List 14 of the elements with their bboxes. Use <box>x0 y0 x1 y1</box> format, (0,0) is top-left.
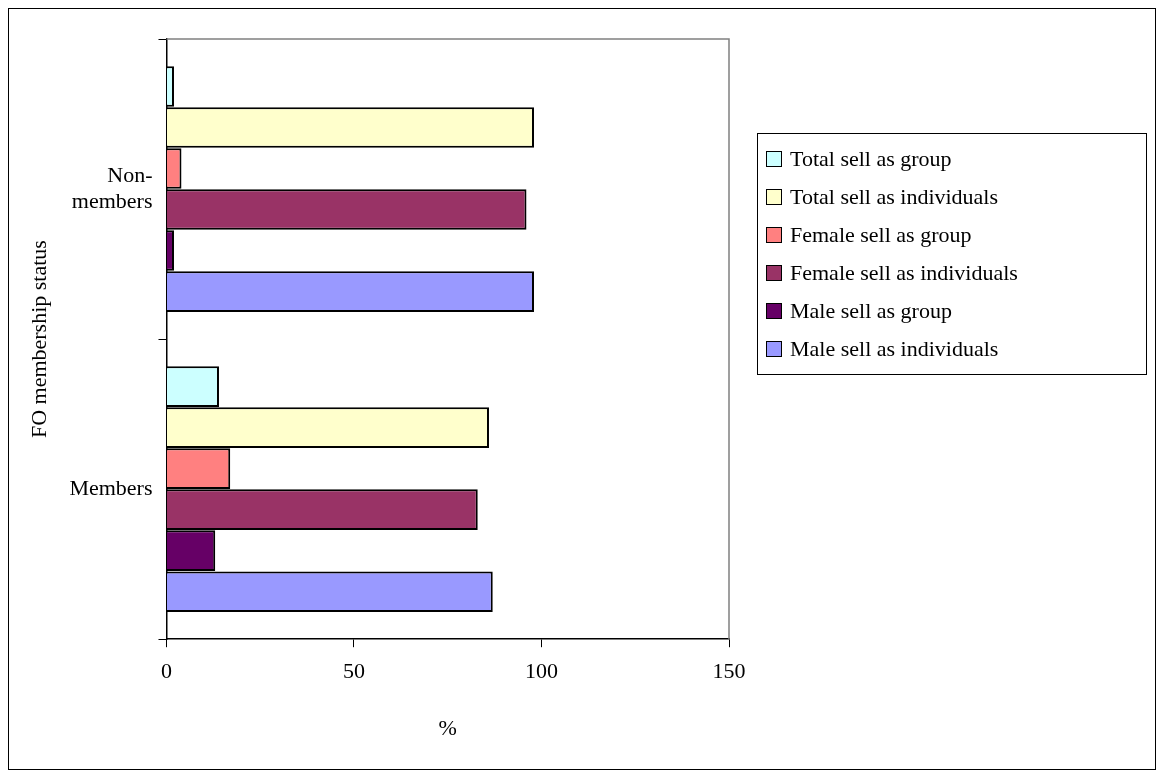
legend-label: Female sell as group <box>790 222 972 248</box>
x-tick-label: 100 <box>525 658 558 684</box>
legend-label: Total sell as group <box>790 146 952 172</box>
legend-label: Total sell as individuals <box>790 184 999 210</box>
x-tick-label: 0 <box>160 658 172 684</box>
x-axis-title: % <box>438 714 457 740</box>
y-tick-label: Members <box>69 474 153 500</box>
x-tick-label: 50 <box>342 658 365 684</box>
y-axis-title: FO membership status <box>25 240 51 439</box>
y-tick-label: Non-members <box>71 161 153 214</box>
x-tick-label: 150 <box>712 658 746 684</box>
legend-label: Female sell as individuals <box>790 260 1018 286</box>
legend-label: Male sell as group <box>790 298 952 324</box>
legend-label: Male sell as individuals <box>790 336 999 362</box>
